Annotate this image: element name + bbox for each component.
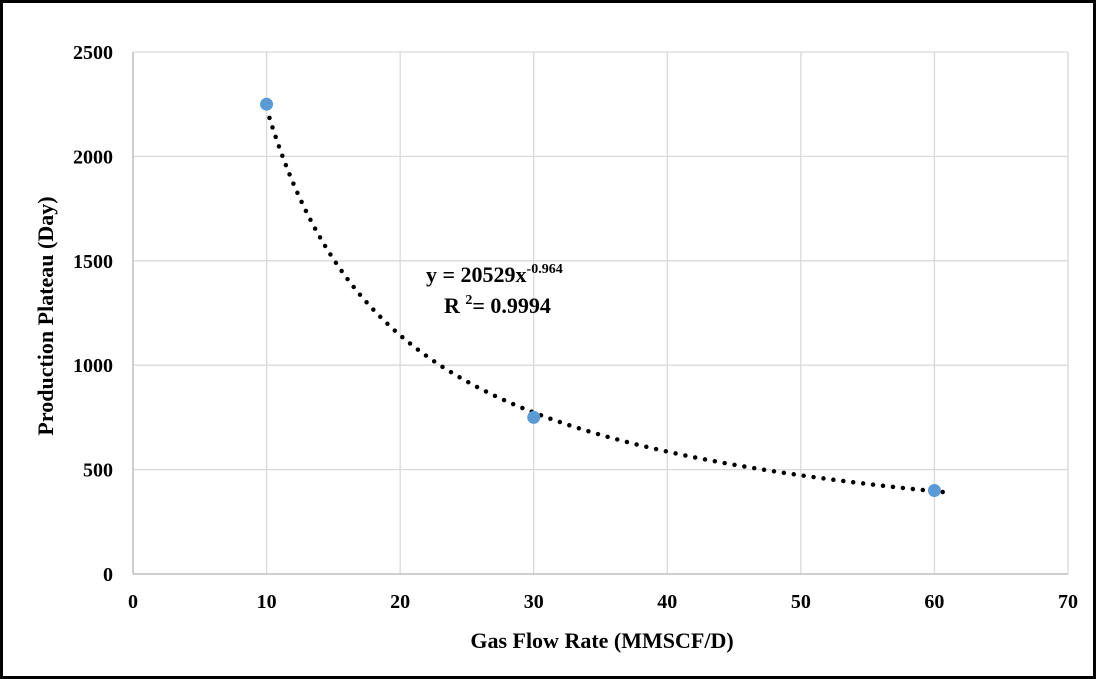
x-tick-label-0: 0 (128, 591, 138, 613)
x-axis-title: Gas Flow Rate (MMSCF/D) (470, 628, 733, 653)
y-tick-label-1000: 1000 (73, 355, 113, 377)
r-squared-superscript: 2 (465, 293, 472, 308)
data-point-0-2 (927, 483, 941, 497)
r-squared-prefix: R (444, 293, 465, 318)
power-trendline (264, 106, 951, 495)
x-tick-label-70: 70 (1058, 591, 1078, 613)
r-squared-value: = 0.9994 (472, 293, 551, 318)
y-tick-label-1500: 1500 (73, 251, 113, 273)
x-tick-label-40: 40 (657, 591, 677, 613)
y-tick-label-2000: 2000 (73, 146, 113, 168)
data-points (260, 97, 941, 497)
y-tick-labels: 0 500 1000 1500 2000 2500 (73, 42, 113, 586)
r-squared-label: R 2= 0.9994 (444, 293, 551, 318)
trendline (264, 106, 951, 495)
data-point-0-0 (260, 97, 274, 111)
y-tick-label-500: 500 (83, 460, 113, 482)
x-tick-label-20: 20 (390, 591, 410, 613)
y-tick-label-0: 0 (103, 564, 113, 586)
scatter-chart: 0 10 20 30 40 50 60 70 0 500 1000 1500 2000 2500 Gas… (33, 42, 1078, 653)
x-tick-labels: 0 10 20 30 40 50 60 70 (128, 591, 1078, 613)
grid-lines (133, 51, 1069, 574)
trend-equation: y = 20529x-0.964 (426, 262, 563, 287)
y-axis-title: Production Plateau (Day) (33, 196, 58, 435)
x-tick-label-50: 50 (791, 591, 811, 613)
x-tick-label-30: 30 (524, 591, 544, 613)
x-tick-label-10: 10 (257, 591, 277, 613)
data-point-0-1 (527, 410, 541, 424)
y-tick-label-2500: 2500 (73, 42, 113, 64)
x-tick-label-60: 60 (924, 591, 944, 613)
axes (132, 52, 1068, 575)
trend-equation-main: y = 20529x (426, 262, 527, 287)
trend-equation-exponent: -0.964 (527, 262, 563, 277)
